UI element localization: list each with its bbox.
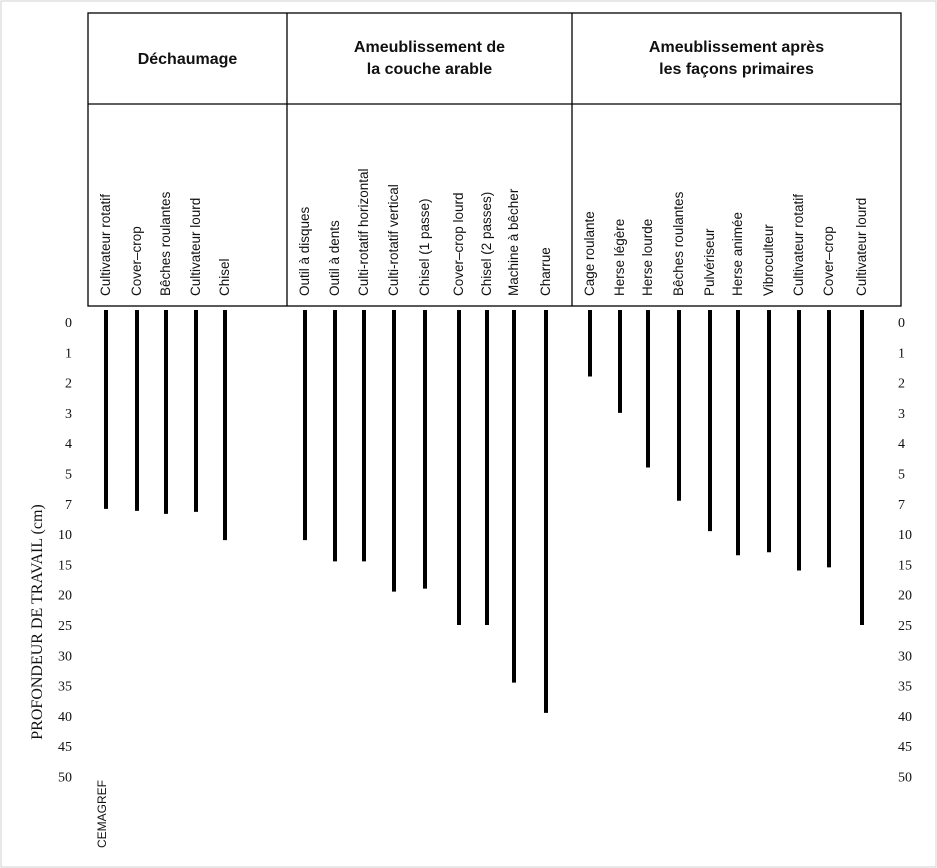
tool-label: Chisel xyxy=(217,258,232,296)
group-header-line: les façons primaires xyxy=(659,61,814,78)
tool-label: Cultivateur lourd xyxy=(188,198,203,296)
tool-label: Outil à dents xyxy=(327,220,342,296)
y-tick-left: 45 xyxy=(58,740,72,755)
tool-label: Culti-rotatif horizontal xyxy=(356,168,371,296)
tool-labels: Cultivateur rotatif Cover–crop Bêches roul… xyxy=(98,168,869,296)
y-tick-left: 35 xyxy=(58,680,72,695)
tool-label: Culti-rotatif vertical xyxy=(386,184,401,296)
y-tick-right: 45 xyxy=(898,740,912,755)
y-tick-left: 15 xyxy=(58,558,72,573)
y-tick-right: 20 xyxy=(898,589,912,604)
group-headers: Déchaumage Ameublissement de la couche ara… xyxy=(138,39,824,78)
y-tick-right: 5 xyxy=(898,468,905,483)
tool-label: Bêches roulantes xyxy=(671,191,686,296)
y-tick-right: 7 xyxy=(898,498,905,513)
y-tick-right: 40 xyxy=(898,710,912,725)
group-header-line: Ameublissement après xyxy=(649,39,824,56)
y-tick-right: 10 xyxy=(898,528,912,543)
tool-label: Vibroculteur xyxy=(761,224,776,296)
tool-label: Machine à bêcher xyxy=(506,188,521,296)
header-table xyxy=(87,12,902,307)
y-tick-right: 35 xyxy=(898,680,912,695)
y-tick-right: 15 xyxy=(898,558,912,573)
tool-label: Herse animée xyxy=(730,212,745,296)
y-tick-left: 10 xyxy=(58,528,72,543)
tool-label: Cage roulante xyxy=(582,211,597,296)
y-tick-right: 1 xyxy=(898,346,905,361)
group-header-line: Déchaumage xyxy=(138,51,238,68)
y-tick-left: 1 xyxy=(65,346,72,361)
y-tick-right: 2 xyxy=(898,377,905,392)
y-tick-right: 25 xyxy=(898,619,912,634)
credit-label: CEMAGREF xyxy=(95,780,109,848)
y-tick-left: 4 xyxy=(65,437,72,452)
tool-label: Bêches roulantes xyxy=(158,191,173,296)
y-tick-right: 4 xyxy=(898,437,905,452)
tool-label: Cover–crop xyxy=(129,226,144,296)
y-tick-left: 50 xyxy=(58,771,72,786)
y-axis-label: PROFONDEUR DE TRAVAIL (cm) xyxy=(29,504,46,739)
y-tick-left: 30 xyxy=(58,649,72,664)
y-tick-left: 40 xyxy=(58,710,72,725)
tool-label: Cover–crop lourd xyxy=(451,192,466,296)
y-tick-right: 50 xyxy=(898,771,912,786)
y-tick-left: 7 xyxy=(65,498,72,513)
group-header-line: Ameublissement de xyxy=(354,39,505,56)
y-tick-left: 3 xyxy=(65,407,72,422)
depth-bars xyxy=(104,310,864,713)
tool-label: Cultivateur rotatif xyxy=(98,194,113,296)
tool-label: Cultivateur rotatif xyxy=(791,194,806,296)
tool-label: Herse lourde xyxy=(640,219,655,296)
y-tick-right: 0 xyxy=(898,316,905,331)
tool-label: Cultivateur lourd xyxy=(854,198,869,296)
y-tick-left: 5 xyxy=(65,468,72,483)
tool-label: Outil à disques xyxy=(297,206,312,296)
tool-label: Chisel (1 passe) xyxy=(417,198,432,296)
tool-label: Chisel (2 passes) xyxy=(479,192,494,296)
y-tick-right: 30 xyxy=(898,649,912,664)
tool-label: Pulvériseur xyxy=(702,228,717,296)
tool-label: Cover–crop xyxy=(821,226,836,296)
y-tick-right: 3 xyxy=(898,407,905,422)
y-tick-left: 0 xyxy=(65,316,72,331)
tool-label: Charrue xyxy=(538,247,553,296)
y-tick-left: 2 xyxy=(65,377,72,392)
y-tick-left: 25 xyxy=(58,619,72,634)
group-header-line: la couche arable xyxy=(367,61,492,78)
tool-label: Herse légère xyxy=(612,219,627,296)
y-tick-left: 20 xyxy=(58,589,72,604)
